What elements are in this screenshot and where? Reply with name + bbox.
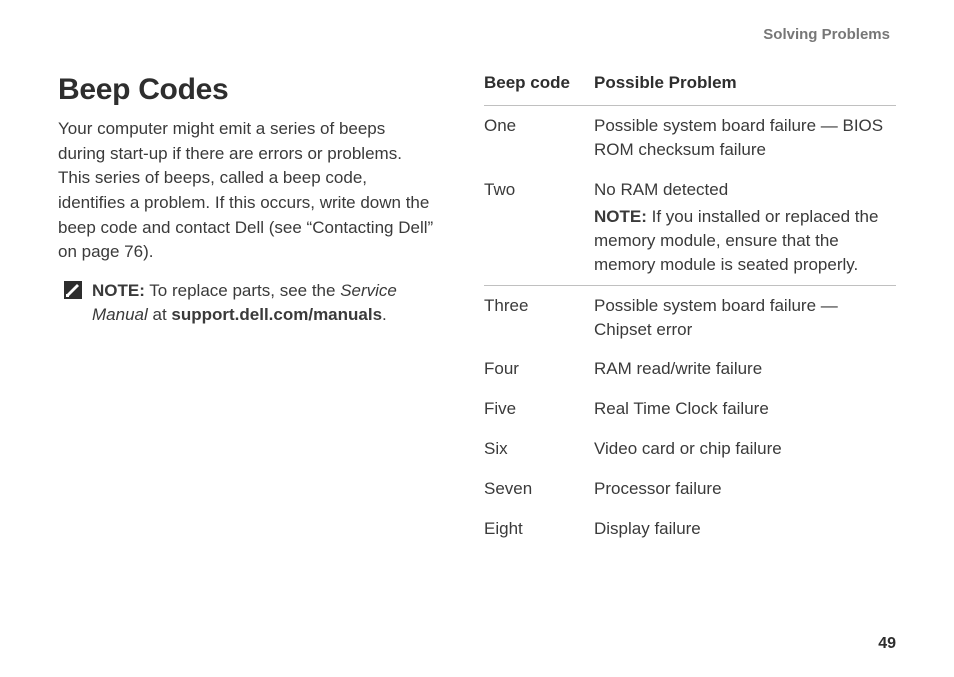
- cell-code: Two: [484, 170, 594, 286]
- table-row: Eight Display failure: [484, 509, 896, 549]
- note-mid: at: [148, 305, 172, 324]
- row-note-label: NOTE:: [594, 207, 647, 226]
- two-column-layout: Beep Codes Your computer might emit a se…: [58, 73, 896, 548]
- page-number: 49: [878, 635, 896, 653]
- note-lead: To replace parts, see the: [145, 281, 340, 300]
- cell-problem: RAM read/write failure: [594, 349, 896, 389]
- intro-paragraph: Your computer might emit a series of bee…: [58, 117, 436, 265]
- cell-problem: Video card or chip failure: [594, 429, 896, 469]
- cell-code: Three: [484, 285, 594, 349]
- table-row: Three Possible system board failure — Ch…: [484, 285, 896, 349]
- cell-code: Eight: [484, 509, 594, 549]
- cell-problem: Possible system board failure — BIOS ROM…: [594, 106, 896, 170]
- cell-problem: Display failure: [594, 509, 896, 549]
- cell-code: Six: [484, 429, 594, 469]
- table-header-problem: Possible Problem: [594, 73, 896, 106]
- cell-problem: Possible system board failure — Chipset …: [594, 285, 896, 349]
- page-title: Beep Codes: [58, 73, 436, 107]
- cell-problem: Real Time Clock failure: [594, 389, 896, 429]
- note-tail: .: [382, 305, 387, 324]
- cell-problem: No RAM detected NOTE: If you installed o…: [594, 170, 896, 286]
- table-row: One Possible system board failure — BIOS…: [484, 106, 896, 170]
- table-header-code: Beep code: [484, 73, 594, 106]
- left-column: Beep Codes Your computer might emit a se…: [58, 73, 436, 548]
- problem-text: No RAM detected: [594, 180, 728, 199]
- table-row: Five Real Time Clock failure: [484, 389, 896, 429]
- cell-code: One: [484, 106, 594, 170]
- cell-code: Four: [484, 349, 594, 389]
- note-text: NOTE: To replace parts, see the Service …: [92, 279, 436, 328]
- cell-code: Five: [484, 389, 594, 429]
- note-label: NOTE:: [92, 281, 145, 300]
- note-block: NOTE: To replace parts, see the Service …: [58, 279, 436, 328]
- table-row: Six Video card or chip failure: [484, 429, 896, 469]
- table-row: Seven Processor failure: [484, 469, 896, 509]
- cell-code: Seven: [484, 469, 594, 509]
- cell-problem: Processor failure: [594, 469, 896, 509]
- table-header-row: Beep code Possible Problem: [484, 73, 896, 106]
- note-link: support.dell.com/manuals: [171, 305, 382, 324]
- page-header-section: Solving Problems: [58, 26, 896, 43]
- note-icon: [64, 281, 82, 299]
- table-row: Four RAM read/write failure: [484, 349, 896, 389]
- table-row: Two No RAM detected NOTE: If you install…: [484, 170, 896, 286]
- right-column: Beep code Possible Problem One Possible …: [484, 73, 896, 548]
- row-note: NOTE: If you installed or replaced the m…: [594, 205, 894, 276]
- beep-codes-table: Beep code Possible Problem One Possible …: [484, 73, 896, 548]
